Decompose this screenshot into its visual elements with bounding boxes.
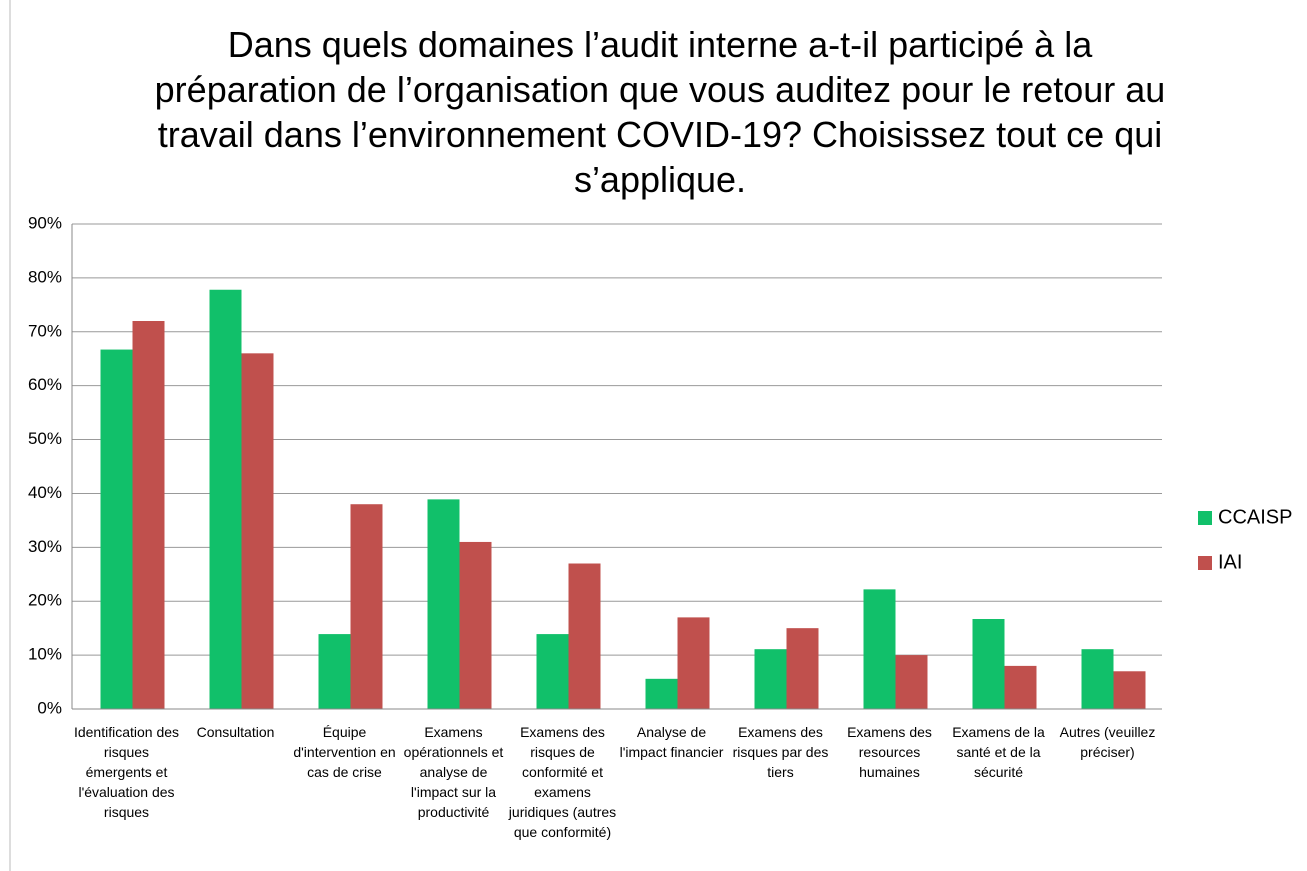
bar bbox=[645, 678, 678, 709]
y-tick-label: 80% bbox=[28, 267, 62, 286]
legend-label: IAI bbox=[1218, 551, 1242, 573]
y-tick-label: 60% bbox=[28, 375, 62, 394]
y-tick-label: 20% bbox=[28, 591, 62, 610]
bar bbox=[318, 634, 351, 709]
bar bbox=[132, 321, 165, 709]
y-tick-label: 90% bbox=[28, 213, 62, 232]
bar bbox=[972, 619, 1005, 709]
bar bbox=[786, 628, 819, 709]
bar bbox=[536, 634, 569, 709]
bar bbox=[568, 563, 601, 709]
x-tick-label: Équipe d'intervention en cas de crise bbox=[293, 724, 396, 780]
x-tick-label: Consultation bbox=[196, 724, 275, 740]
bar bbox=[459, 541, 492, 709]
bar bbox=[350, 504, 383, 709]
chart-title: Dans quels domaines l’audit interne a-t-… bbox=[154, 24, 1166, 200]
x-tick-label: Examens de la santé et de la sécurité bbox=[952, 724, 1045, 780]
bar bbox=[209, 289, 242, 709]
legend-label: CCAISP bbox=[1218, 506, 1292, 528]
y-tick-label: 50% bbox=[28, 429, 62, 448]
bar bbox=[677, 617, 710, 709]
x-tick-label: Examens des risques de conformité et exa… bbox=[508, 724, 617, 840]
bar bbox=[863, 589, 896, 709]
x-tick-label: Examens des risques par des tiers bbox=[732, 724, 829, 780]
y-tick-label: 10% bbox=[28, 645, 62, 664]
y-tick-label: 30% bbox=[28, 537, 62, 556]
bar bbox=[241, 353, 274, 709]
legend-swatch bbox=[1198, 511, 1212, 525]
x-tick-label: Examens des resources humaines bbox=[847, 724, 932, 780]
bar bbox=[427, 499, 460, 709]
bar bbox=[1113, 671, 1146, 709]
y-tick-label: 40% bbox=[28, 483, 62, 502]
x-tick-label: Analyse de l'impact financier bbox=[619, 724, 724, 760]
y-tick-label: 0% bbox=[37, 698, 62, 717]
legend-swatch bbox=[1198, 556, 1212, 570]
bar bbox=[1004, 665, 1037, 709]
x-tick-label: Identification des risques émergents et … bbox=[73, 724, 180, 820]
bar bbox=[100, 349, 133, 709]
y-tick-label: 70% bbox=[28, 321, 62, 340]
x-tick-label: Autres (veuillez préciser) bbox=[1059, 724, 1156, 760]
x-tick-label: Examens opérationnels et analyse de l'im… bbox=[403, 724, 504, 820]
bar bbox=[895, 655, 928, 709]
bar bbox=[754, 649, 787, 709]
bar bbox=[1081, 649, 1114, 709]
